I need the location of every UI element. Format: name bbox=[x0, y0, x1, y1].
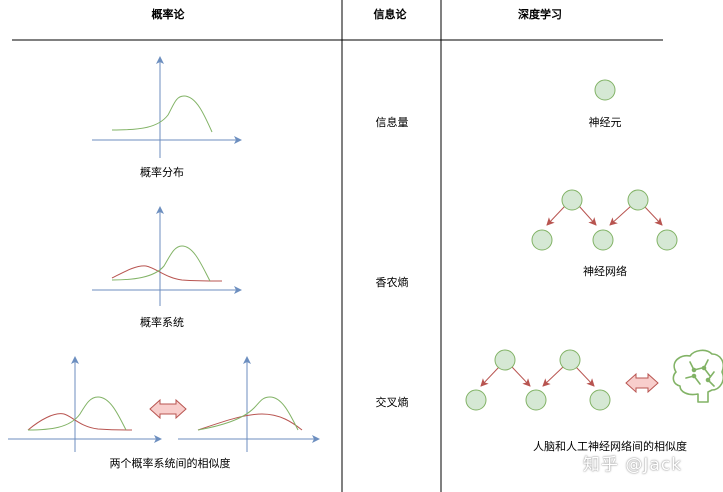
header-information: 信息论 bbox=[373, 8, 407, 21]
neuron-label: 神经元 bbox=[588, 116, 622, 129]
neural-network-small bbox=[465, 349, 611, 411]
header-probability: 概率论 bbox=[151, 8, 185, 21]
system-curve-green bbox=[111, 245, 211, 282]
information-amount-label: 信息量 bbox=[375, 116, 409, 129]
system-similarity-label: 两个概率系统间的相似度 bbox=[109, 457, 231, 470]
neural-network-label: 神经网络 bbox=[583, 265, 627, 278]
watermark: 知乎 @Jack bbox=[583, 455, 683, 475]
neural-network bbox=[531, 189, 678, 251]
brain-icon bbox=[672, 349, 723, 403]
distribution-curve bbox=[111, 95, 213, 133]
shannon-entropy-label: 香农熵 bbox=[375, 276, 409, 289]
probability-distribution-chart bbox=[92, 56, 242, 158]
system-curve-red bbox=[111, 265, 223, 282]
probability-system-chart bbox=[92, 206, 242, 306]
probability-system-chart-a bbox=[8, 356, 162, 452]
neuron-node bbox=[594, 79, 616, 101]
double-arrow-icon bbox=[149, 398, 187, 420]
double-arrow-icon bbox=[625, 372, 659, 394]
brain-network-similarity-label: 人脑和人工神经网络间的相似度 bbox=[533, 440, 687, 453]
probability-system-label: 概率系统 bbox=[140, 316, 184, 329]
header-deep-learning: 深度学习 bbox=[518, 8, 562, 21]
probability-system-chart-b bbox=[178, 356, 320, 452]
cross-entropy-label: 交叉熵 bbox=[375, 396, 409, 409]
probability-distribution-label: 概率分布 bbox=[140, 166, 184, 179]
